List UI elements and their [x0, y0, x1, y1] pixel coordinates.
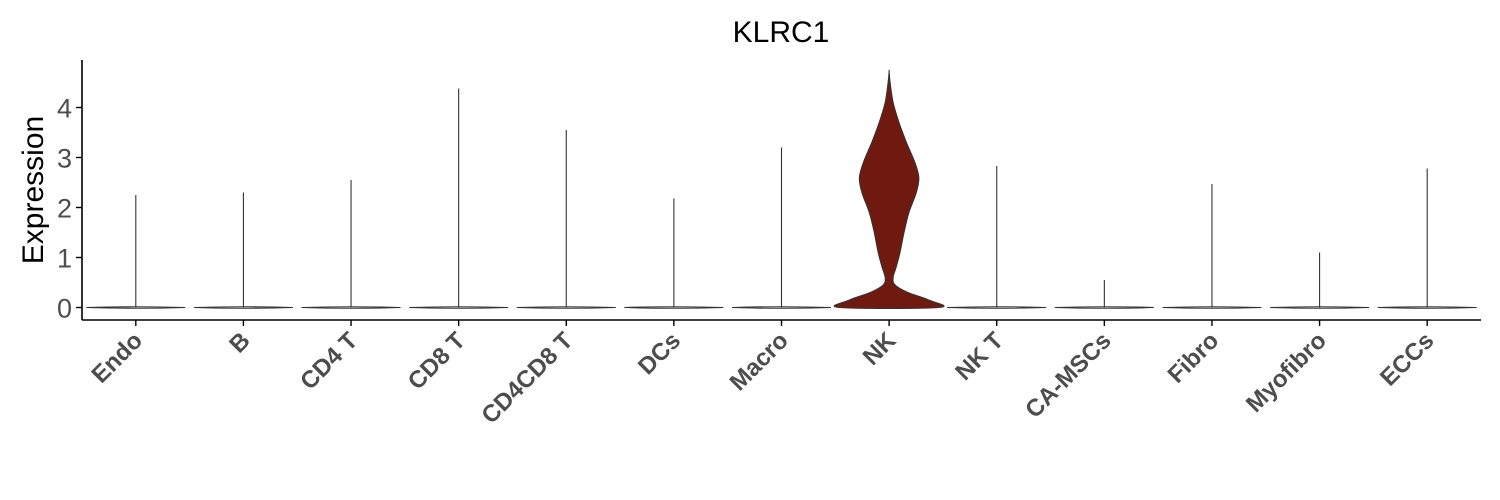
x-tick-label: B [224, 327, 255, 358]
y-tick-label: 0 [57, 294, 72, 324]
y-tick-label: 1 [57, 244, 72, 274]
x-tick-label: CA-MSCs [1020, 327, 1116, 423]
y-tick-label: 3 [57, 144, 72, 174]
x-tick-label: ECCs [1375, 327, 1439, 391]
y-axis-label: Expression [17, 116, 50, 264]
x-tick-label: CD8 T [403, 327, 471, 395]
y-tick-label: 4 [57, 94, 72, 124]
x-tick-label: Macro [725, 327, 794, 396]
violins-layer [86, 70, 1476, 308]
x-tick-label: NK [858, 327, 902, 371]
x-tick-label: CD4CD8 T [476, 327, 578, 429]
y-tick-label: 2 [57, 194, 72, 224]
x-tick-label: NK T [950, 327, 1009, 386]
x-tick-label: DCs [633, 327, 686, 380]
x-tick-label: Endo [87, 327, 149, 389]
x-tick-label: Myofibro [1241, 327, 1332, 418]
x-tick-label: CD4 T [295, 327, 363, 395]
violin-nk [834, 70, 944, 308]
y-axis-ticks: 0 1 2 3 4 [57, 94, 82, 324]
x-tick-label: Fibro [1163, 327, 1225, 389]
x-axis-ticks: Endo B CD4 T CD8 T CD4CD8 T DCs Macro NK NK T CA-… [87, 320, 1440, 429]
chart-title: KLRC1 [733, 16, 830, 49]
